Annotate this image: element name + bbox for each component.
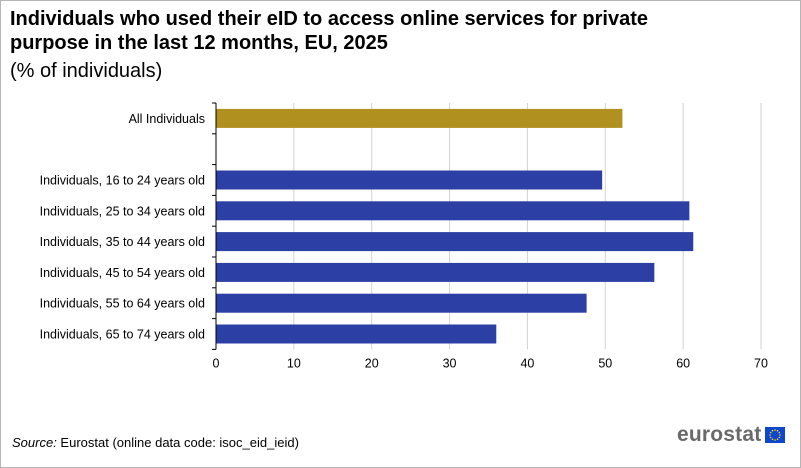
category-label: Individuals, 55 to 64 years old (40, 297, 205, 311)
category-label: Individuals, 45 to 54 years old (40, 266, 205, 280)
category-label: Individuals, 35 to 44 years old (40, 235, 205, 249)
x-tick-label: 60 (676, 356, 690, 370)
category-label: Individuals, 16 to 24 years old (40, 174, 205, 188)
bar (216, 201, 690, 221)
category-label: All Individuals (129, 112, 205, 126)
source-label: Source: (12, 435, 57, 450)
category-label: Individuals, 65 to 74 years old (40, 328, 205, 342)
logo-text: eurostat (677, 423, 762, 446)
bar (216, 232, 694, 252)
bar (216, 324, 497, 344)
eurostat-logo: eurostat (677, 422, 786, 448)
x-tick-label: 0 (213, 356, 220, 370)
bar (216, 108, 623, 128)
bar (216, 262, 655, 282)
source-text: Eurostat (online data code: isoc_eid_iei… (56, 435, 299, 450)
x-tick-label: 70 (754, 356, 768, 370)
source-note: Source: Eurostat (online data code: isoc… (12, 435, 299, 451)
x-tick-label: 50 (598, 356, 612, 370)
chart-title: Individuals who used their eID to access… (10, 8, 648, 54)
bar (216, 293, 587, 313)
x-tick-label: 40 (520, 356, 534, 370)
x-tick-label: 10 (287, 356, 301, 370)
x-tick-label: 30 (443, 356, 457, 370)
eu-flag-icon (765, 427, 786, 443)
bar (216, 170, 603, 190)
category-label: Individuals, 25 to 34 years old (40, 204, 205, 218)
chart-subtitle: (% of individuals) (10, 60, 163, 82)
x-tick-label: 20 (365, 356, 379, 370)
